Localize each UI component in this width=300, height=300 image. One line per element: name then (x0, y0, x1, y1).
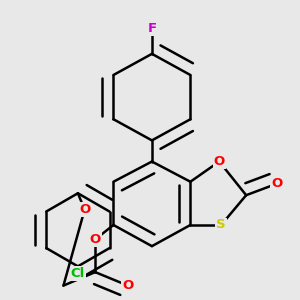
Text: O: O (79, 203, 90, 216)
Text: O: O (122, 279, 134, 292)
Text: O: O (214, 155, 225, 168)
Text: O: O (90, 233, 101, 246)
Text: Cl: Cl (71, 267, 85, 280)
Text: S: S (216, 218, 226, 232)
Text: O: O (271, 177, 283, 190)
Text: F: F (147, 22, 157, 35)
